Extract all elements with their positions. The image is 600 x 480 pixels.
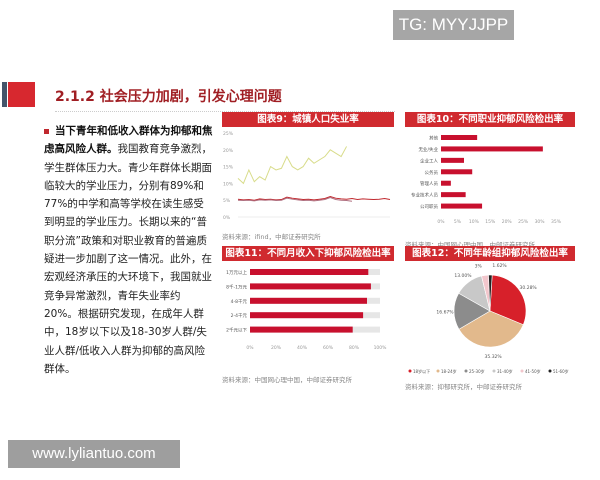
bar: [441, 169, 473, 175]
category-label: 专业技术人员: [411, 192, 438, 199]
bar: [441, 135, 478, 140]
chart-10: 图表10：不同职业抑郁风险检出率 其他无业/失业企业工人公务员管理人员专业技术人…: [405, 112, 575, 249]
divider: [55, 111, 395, 112]
bar: [441, 146, 543, 152]
y-tick-label: 20%: [223, 148, 234, 154]
category-label: 公司职员: [420, 204, 438, 210]
series-line: [237, 195, 391, 201]
x-tick-label: 0%: [437, 219, 445, 225]
bar: [250, 297, 367, 304]
pie-slice: [488, 274, 493, 312]
series-line: [237, 146, 348, 185]
category-label: 公务员: [425, 169, 439, 176]
chart-title: 图表12：不同年龄组抑郁风险检出率: [405, 246, 575, 261]
series-line: [237, 196, 353, 202]
x-tick-label: 10%: [469, 219, 480, 225]
x-tick-label: 80%: [349, 345, 360, 351]
chart-source: 资料来源：中国网心理中国，中邮证券研究所: [405, 241, 535, 249]
legend-label: 18-24岁: [441, 368, 457, 374]
legend-marker: [436, 369, 440, 373]
bar: [441, 203, 483, 209]
title-accent-bar: [2, 82, 7, 107]
body-bold: 当下青年和低收入群体为抑郁和焦虑高风险人群。: [44, 125, 213, 156]
watermark-bottom: www.lyliantuo.com: [8, 440, 180, 468]
chart-title: 图表9：城镇人口失业率: [222, 112, 394, 127]
category-label: 管理人员: [420, 180, 438, 187]
x-tick-label: 20%: [271, 345, 282, 351]
y-tick-label: 5%: [223, 198, 231, 204]
bar: [250, 312, 364, 319]
bar: [250, 269, 369, 275]
legend-label: 25-30岁: [469, 368, 485, 374]
category-label: 企业工人: [420, 157, 438, 164]
chart-9: 图表9：城镇人口失业率 0% 5% 10% 15% 20% 25% 资料来源：ifind，…: [222, 112, 394, 241]
bar: [250, 283, 371, 290]
category-label: 其他: [429, 135, 438, 142]
category-label: 2千元以下: [226, 327, 247, 334]
legend-marker: [520, 369, 524, 373]
bar: [441, 180, 451, 186]
bar-chart: 1万元以上 8千-1万元 4-8千元 2-4千元 2千元以下 0% 20% 40% 60% 80%…: [226, 269, 388, 351]
line-chart: 0% 5% 10% 15% 20% 25%: [223, 131, 391, 221]
x-tick-label: 25%: [518, 219, 529, 225]
pie-slice: [489, 274, 527, 326]
legend-label: 31-40岁: [497, 368, 513, 374]
x-tick-label: 15%: [485, 219, 496, 225]
x-tick-label: 40%: [297, 345, 308, 351]
chart-11: 图表11：不同月收入下抑郁风险检出率 1万元以上 8千-1万元 4-8千元 2-4千元…: [222, 246, 394, 384]
section-title: 2.1.2 社会压力加剧，引发心理问题: [55, 89, 282, 105]
bullet-icon: [44, 128, 49, 134]
category-label: 无业/失业: [418, 146, 438, 153]
chart-12: 图表12：不同年龄组抑郁风险检出率 30.28% 35.32% 16.67% 13.0…: [405, 246, 575, 391]
data-label: 1.62%: [492, 263, 507, 269]
category-label: 2-4千元: [231, 312, 248, 319]
legend-marker: [548, 369, 552, 373]
x-tick-label: 100%: [374, 345, 388, 351]
x-tick-label: 30%: [535, 219, 546, 225]
y-tick-label: 15%: [223, 165, 234, 171]
data-label: 16.67%: [436, 309, 454, 315]
x-tick-label: 0%: [246, 345, 254, 351]
watermark-top: TG: MYYJJPP: [393, 10, 514, 40]
legend-label: 18岁以下: [413, 368, 430, 374]
x-tick-label: 60%: [323, 345, 334, 351]
category-label: 8千-1万元: [226, 283, 247, 290]
chart-source: 资料来源：抑郁研究所，中邮证券研究所: [405, 383, 522, 391]
data-label: 35.32%: [485, 354, 503, 360]
x-tick-label: 20%: [502, 219, 513, 225]
chart-source: 资料来源：ifind，中邮证券研究所: [222, 233, 321, 241]
legend-marker: [492, 369, 496, 373]
legend-label: 51-60岁: [553, 368, 569, 374]
title-accent-block: [8, 82, 35, 107]
data-label: 13.00%: [454, 273, 472, 279]
legend-label: 41-50岁: [525, 368, 541, 374]
data-label: 30.28%: [520, 285, 538, 291]
category-label: 4-8千元: [231, 298, 248, 305]
body-paragraph: 我国教育竞争激烈，学生群体压力大。青少年群体长期面临较大的学业压力，分别有89%…: [44, 143, 212, 375]
bar: [441, 192, 466, 198]
pie-chart: 30.28% 35.32% 16.67% 13.00%3% 1.62% 18岁以下 18-2…: [408, 263, 569, 374]
chart-source: 资料来源：中国网心理中国，中邮证券研究所: [222, 376, 352, 384]
chart-title: 图表11：不同月收入下抑郁风险检出率: [222, 246, 394, 261]
y-tick-label: 0%: [223, 215, 231, 221]
y-tick-label: 25%: [223, 131, 234, 137]
legend-marker: [408, 369, 412, 373]
chart-title: 图表10：不同职业抑郁风险检出率: [405, 112, 575, 127]
x-tick-label: 5%: [454, 219, 462, 225]
y-tick-label: 10%: [223, 181, 234, 187]
bar: [441, 157, 464, 163]
legend-marker: [464, 369, 468, 373]
category-label: 1万元以上: [226, 269, 247, 276]
body-text: 当下青年和低收入群体为抑郁和焦虑高风险人群。我国教育竞争激烈，学生群体压力大。青…: [44, 122, 214, 378]
x-tick-label: 35%: [551, 219, 562, 225]
bar: [250, 326, 353, 333]
data-label: 3%: [475, 263, 483, 269]
